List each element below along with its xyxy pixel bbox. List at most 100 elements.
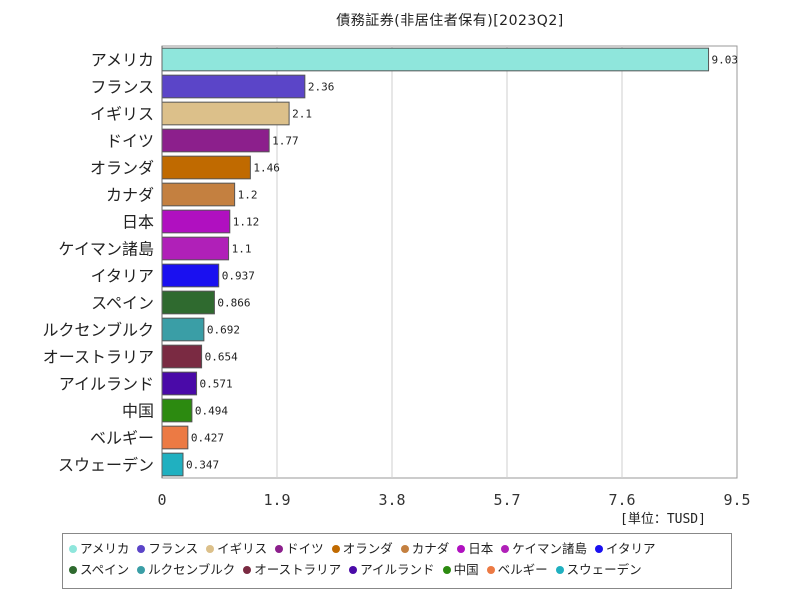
bar [161,47,710,72]
legend-item: オランダ [331,538,393,559]
chart-title: 債務証券(非居住者保有)[2023Q2] [336,13,564,29]
legend-label: オーストラリア [254,562,342,577]
category-label: イタリア [91,267,154,286]
category-label: アメリカ [91,51,154,70]
data-label: 0.347 [186,459,219,472]
legend-swatch [442,566,451,574]
x-tick-label: 5.7 [493,491,520,509]
legend-item: ベルギー [486,559,548,580]
category-label: フランス [90,78,154,97]
data-label: 0.937 [222,270,255,283]
data-label: 0.571 [200,378,233,391]
data-label: 2.36 [308,81,335,94]
data-label: 1.46 [253,162,279,175]
data-label: 1.77 [272,135,299,148]
category-label: 中国 [122,402,154,421]
legend-swatch [457,545,466,553]
legend-swatch [555,566,564,574]
legend-swatch [275,545,284,553]
category-label: オーストラリア [43,348,154,367]
legend-item: オーストラリア [243,559,341,580]
legend-item: ケイマン諸島 [501,538,587,559]
legend-swatch [595,545,603,553]
category-label: スウェーデン [58,456,154,475]
legend-item: スペイン [69,559,129,580]
legend-label: スペイン [80,562,130,577]
legend-swatch [331,545,340,553]
legend-label: ルクセンブルク [148,562,236,577]
bar [161,101,290,126]
legend-item: アイルランド [349,559,435,580]
category-label: 日本 [122,213,154,232]
bar [161,425,189,450]
bar [161,398,193,423]
legend: アメリカ フランス イギリス ドイツ オランダ カナダ 日本 ケイマン諸島 イタリアスペイン ルク… [62,533,732,589]
data-label: 1.1 [232,243,252,256]
x-tick-label: 7.6 [608,491,635,509]
legend-swatch [501,545,510,553]
legend-label: アメリカ [80,541,130,556]
category-label: アイルランド [59,375,154,394]
legend-label: 中国 [453,562,479,577]
legend-swatch [243,566,252,574]
category-label: カナダ [106,186,154,205]
legend-swatch [400,545,409,553]
legend-swatch [349,566,358,574]
legend-swatch [69,566,77,574]
data-label: 1.2 [238,189,258,202]
category-label: ドイツ [106,132,154,151]
data-label: 0.494 [195,405,228,418]
legend-label: 日本 [468,541,494,556]
category-label: スペイン [91,294,154,313]
x-tick-label: 3.8 [378,491,405,509]
legend-item: イタリア [595,538,656,559]
category-label: イギリス [90,105,154,124]
x-tick-label: 0 [157,491,166,509]
bar [161,209,231,234]
category-label: ケイマン諸島 [58,240,154,259]
legend-label: オランダ [342,541,393,556]
legend-swatch [137,545,146,553]
bar [161,74,306,99]
x-tick-label: 1.9 [263,491,290,509]
legend-label: アイルランド [360,562,435,577]
bar [161,263,220,288]
data-label: 0.692 [207,324,240,337]
bar [161,236,230,261]
data-label: 1.12 [233,216,260,229]
legend-item: ドイツ [275,538,324,559]
legend-label: フランス [148,541,199,556]
bar [161,128,270,153]
bar [161,182,236,207]
category-label: オランダ [90,159,154,178]
legend-label: カナダ [411,541,450,556]
bar [161,317,205,342]
legend-label: ケイマン諸島 [512,541,587,556]
legend-item: ルクセンブルク [137,559,235,580]
legend-label: ベルギー [497,562,548,577]
bar [161,290,215,315]
data-label: 0.654 [205,351,238,364]
legend-swatch [206,545,215,553]
legend-swatch [137,566,146,574]
legend-item: 日本 [457,538,493,559]
legend-item: アメリカ [69,538,129,559]
legend-item: フランス [137,538,198,559]
data-label: 0.866 [217,297,250,310]
legend-item: イギリス [206,538,267,559]
bar [161,344,203,369]
bar [161,371,198,396]
bar [161,155,251,180]
legend-item: カナダ [400,538,450,559]
data-label: 2.1 [292,108,312,121]
legend-swatch [486,566,495,574]
legend-label: スウェーデン [566,562,642,577]
legend-swatch [69,545,77,553]
legend-item: 中国 [442,559,479,580]
data-label: 0.427 [191,432,224,445]
data-label: 9.03 [712,54,739,67]
legend-label: ドイツ [286,541,324,556]
x-tick-label: 9.5 [723,491,750,509]
bar [161,452,184,477]
legend-label: イギリス [217,541,268,556]
